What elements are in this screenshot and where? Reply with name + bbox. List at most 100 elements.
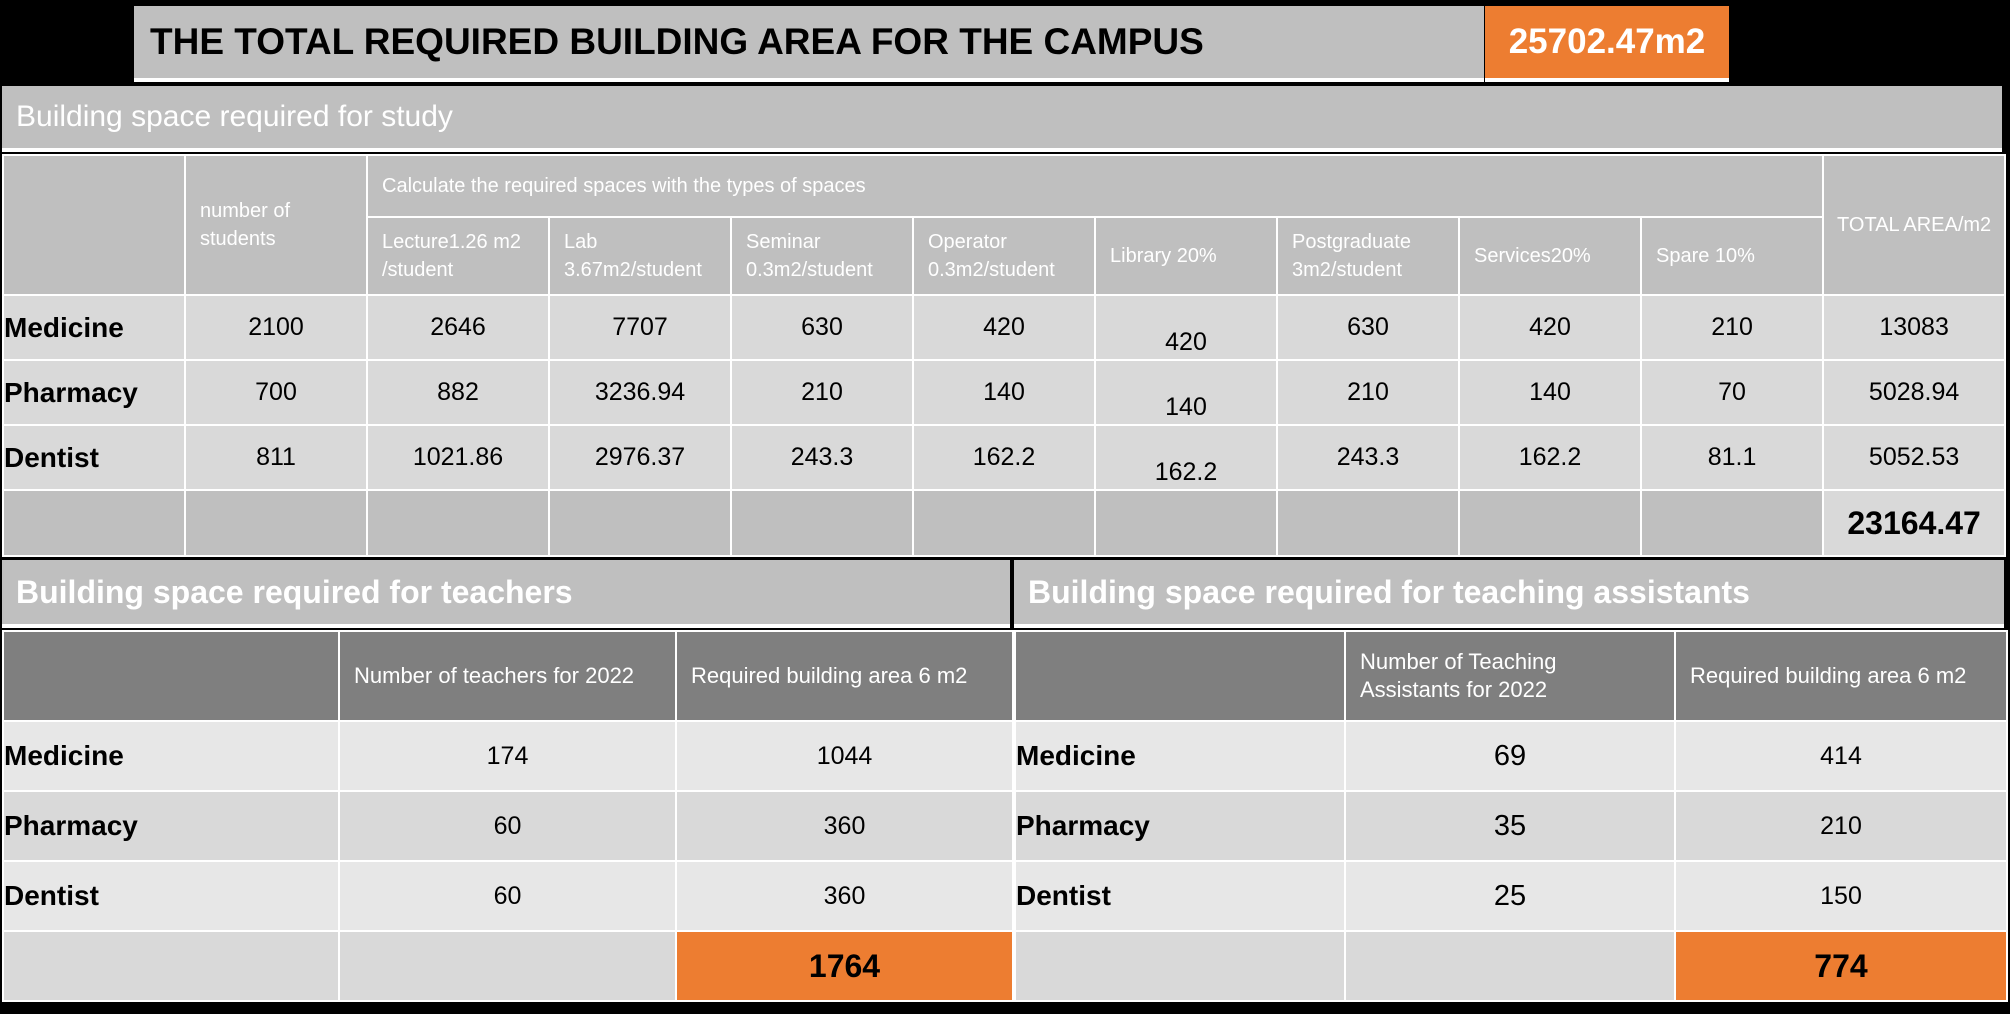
- col-spare-text: Spare 10%: [1656, 245, 1755, 267]
- col-library: Library 20%: [1094, 216, 1278, 296]
- empty-cell: [1014, 930, 1346, 1002]
- table-row: Dentist 60 360: [2, 860, 1014, 932]
- table-row: 1764: [2, 930, 1014, 1002]
- col-postgraduate-text: Postgraduate 3m2/student: [1292, 231, 1411, 281]
- seminar-cell: 243.3: [730, 424, 914, 491]
- teachers-table: Number of teachers for 2022 Required bui…: [2, 630, 1014, 1002]
- col-seminar-text: Seminar 0.3m2/student: [746, 231, 873, 281]
- empty-cell: [1276, 489, 1460, 557]
- assistants-corner: [1014, 630, 1346, 722]
- teachers-area-header-text: Required building area 6 m2: [691, 663, 968, 688]
- assistants-total-text: 774: [1814, 947, 1868, 984]
- empty-cell: [1344, 930, 1676, 1002]
- teachers-total-text: 1764: [808, 947, 881, 984]
- table-row: Pharmacy 60 360: [2, 790, 1014, 862]
- operator-cell: 420: [912, 294, 1096, 361]
- table-row: Dentist 811 1021.86 2976.37 243.3 162.2 …: [2, 424, 2007, 491]
- teachers-area-header: Required building area 6 m2: [675, 630, 1014, 722]
- assistants-count-cell: 69: [1344, 720, 1676, 792]
- teachers-count-cell: 60: [338, 860, 677, 932]
- empty-cell: [548, 489, 732, 557]
- row-label: Dentist: [2, 860, 340, 932]
- campus-total-title: THE TOTAL REQUIRED BUILDING AREA FOR THE…: [134, 6, 1484, 82]
- table-row: 774: [1014, 930, 2008, 1002]
- empty-cell: [366, 489, 550, 557]
- col-lab-text: Lab 3.67m2/student: [564, 231, 702, 281]
- spare-cell: 210: [1639, 294, 1825, 361]
- teachers-count-cell: 60: [338, 790, 677, 862]
- assistants-count-cell: 35: [1344, 790, 1676, 862]
- services-cell: 140: [1458, 359, 1642, 426]
- lecture-cell: 882: [366, 359, 550, 426]
- study-table: number of students Calculate the require…: [2, 154, 2007, 557]
- assistants-area-cell: 150: [1674, 860, 2008, 932]
- assistants-section-title: Building space required for teaching ass…: [1014, 560, 2004, 628]
- row-label: Pharmacy: [2, 359, 186, 426]
- empty-cell: [338, 930, 677, 1002]
- total-area-header: TOTAL AREA/m2: [1822, 154, 2007, 296]
- spare-cell: 70: [1639, 359, 1825, 426]
- postgraduate-cell: 243.3: [1276, 424, 1460, 491]
- col-spare: Spare 10%: [1639, 216, 1825, 296]
- operator-cell: 140: [912, 359, 1096, 426]
- col-library-text: Library 20%: [1110, 245, 1217, 267]
- students-cell: 2100: [184, 294, 368, 361]
- row-total-cell: 13083: [1822, 294, 2007, 361]
- row-label: Dentist: [2, 424, 186, 491]
- row-label: Pharmacy: [1014, 790, 1346, 862]
- teachers-corner: [2, 630, 340, 722]
- row-label: Medicine: [1014, 720, 1346, 792]
- empty-cell: [912, 489, 1096, 557]
- study-section-title-text: Building space required for study: [16, 100, 453, 133]
- lab-cell: 7707: [548, 294, 732, 361]
- lecture-cell: 1021.86: [366, 424, 550, 491]
- empty-cell: [1639, 489, 1825, 557]
- row-label: Medicine: [2, 294, 186, 361]
- empty-cell: [184, 489, 368, 557]
- row-label: Medicine: [2, 720, 340, 792]
- col-services: Services20%: [1458, 216, 1642, 296]
- operator-cell: 162.2: [912, 424, 1096, 491]
- row-label: Dentist: [1014, 860, 1346, 932]
- assistants-total: 774: [1674, 930, 2008, 1002]
- row-total-cell: 5052.53: [1822, 424, 2007, 491]
- students-header: number of students: [184, 154, 368, 296]
- assistants-area-cell: 210: [1674, 790, 2008, 862]
- teachers-count-cell: 174: [338, 720, 677, 792]
- col-services-text: Services20%: [1474, 245, 1591, 267]
- campus-total-value-text: 25702.47m2: [1508, 22, 1706, 61]
- lecture-cell: 2646: [366, 294, 550, 361]
- table-row: Medicine 69 414: [1014, 720, 2008, 792]
- students-cell: 811: [184, 424, 368, 491]
- col-lecture-text: Lecture1.26 m2 /student: [382, 231, 521, 281]
- students-cell: 700: [184, 359, 368, 426]
- lab-cell: 2976.37: [548, 424, 732, 491]
- library-cell: 420: [1094, 294, 1278, 361]
- empty-cell: [2, 930, 340, 1002]
- seminar-cell: 210: [730, 359, 914, 426]
- empty-cell: [730, 489, 914, 557]
- teachers-count-header: Number of teachers for 2022: [338, 630, 677, 722]
- library-cell: 140: [1094, 359, 1278, 426]
- postgraduate-cell: 630: [1276, 294, 1460, 361]
- table-row: Medicine 174 1044: [2, 720, 1014, 792]
- services-cell: 420: [1458, 294, 1642, 361]
- space-types-header-text: Calculate the required spaces with the t…: [382, 175, 866, 197]
- empty-cell: [2, 489, 186, 557]
- table-row: Medicine 2100 2646 7707 630 420 420 630 …: [2, 294, 2007, 361]
- students-header-text: number of students: [200, 200, 291, 250]
- teachers-area-cell: 360: [675, 860, 1014, 932]
- seminar-cell: 630: [730, 294, 914, 361]
- study-section-title: Building space required for study: [2, 86, 2002, 152]
- postgraduate-cell: 210: [1276, 359, 1460, 426]
- col-operator: Operator 0.3m2/student: [912, 216, 1096, 296]
- services-cell: 162.2: [1458, 424, 1642, 491]
- table-row: Pharmacy 700 882 3236.94 210 140 140 210…: [2, 359, 2007, 426]
- campus-total-title-text: THE TOTAL REQUIRED BUILDING AREA FOR THE…: [150, 21, 1204, 62]
- row-total-cell: 5028.94: [1822, 359, 2007, 426]
- teachers-area-cell: 1044: [675, 720, 1014, 792]
- library-cell: 162.2: [1094, 424, 1278, 491]
- assistants-count-header: Number of Teaching Assistants for 2022: [1344, 630, 1676, 722]
- lab-cell: 3236.94: [548, 359, 732, 426]
- col-lab: Lab 3.67m2/student: [548, 216, 732, 296]
